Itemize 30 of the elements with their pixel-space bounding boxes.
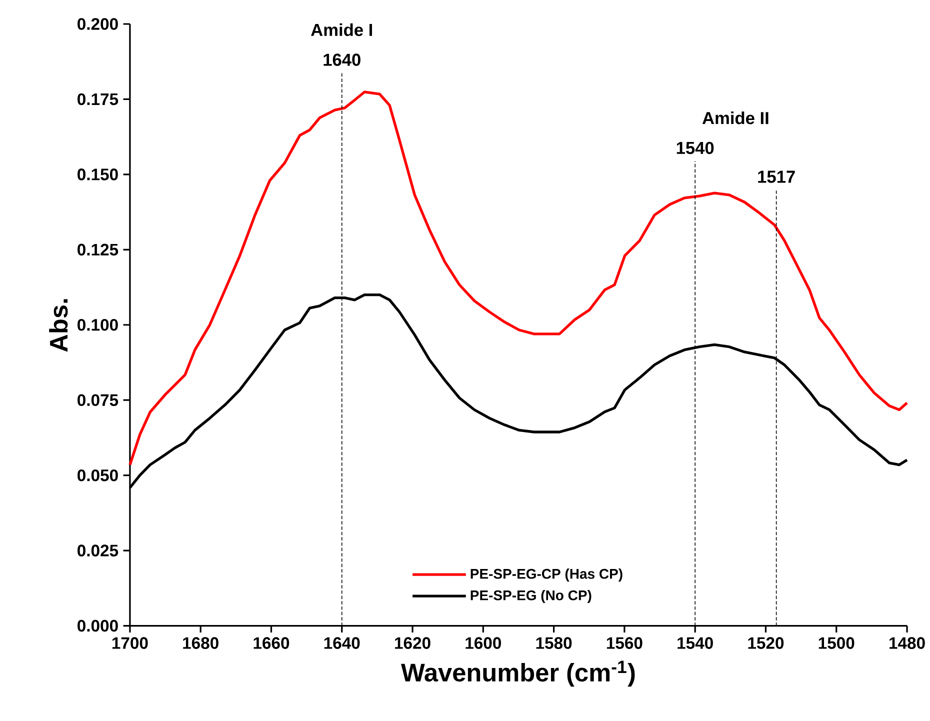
x-axis-title: Wavenumber (cm$^{-1}$)	[401, 660, 635, 687]
ref-line-label: 1517	[758, 170, 795, 184]
x-tick-label: 1560	[606, 637, 642, 650]
y-tick-label: 0.200	[78, 18, 118, 30]
y-tick-label: 0.000	[78, 620, 118, 632]
x-tick-label: 1520	[748, 637, 784, 650]
y-tick-label: 0.125	[78, 244, 118, 256]
annotation: Amide I	[311, 23, 372, 36]
y-tick-label: 0.175	[78, 93, 118, 106]
x-tick-label: 1620	[395, 637, 430, 650]
x-tick-label: 1660	[254, 637, 290, 650]
annotation: Amide II	[702, 112, 768, 124]
x-tick-label: 1680	[183, 637, 218, 650]
ref-line-label: 1640	[324, 54, 360, 66]
x-tick-label: 1500	[818, 637, 854, 650]
y-tick-label: 0.050	[78, 470, 118, 482]
y-tick-label: 0.075	[78, 394, 118, 406]
x-tick-label: 1640	[324, 637, 360, 650]
x-tick-label: 1540	[678, 637, 713, 650]
y-tick-label: 0.100	[78, 319, 118, 331]
x-tick-label: 1600	[466, 637, 502, 650]
legend-label: PE-SP-EG (No CP)	[470, 590, 592, 604]
legend-label: PE-SP-EG-CP (Has CP)	[470, 568, 622, 582]
y-tick-label: 0.150	[78, 168, 118, 180]
x-tick-label: 1580	[536, 637, 572, 650]
x-tick-label: 1480	[890, 637, 925, 650]
y-axis-title: Abs.	[49, 299, 68, 352]
y-tick-label: 0.025	[78, 544, 118, 557]
x-tick-label: 1700	[112, 637, 148, 650]
ref-line-label: 1540	[676, 142, 714, 154]
